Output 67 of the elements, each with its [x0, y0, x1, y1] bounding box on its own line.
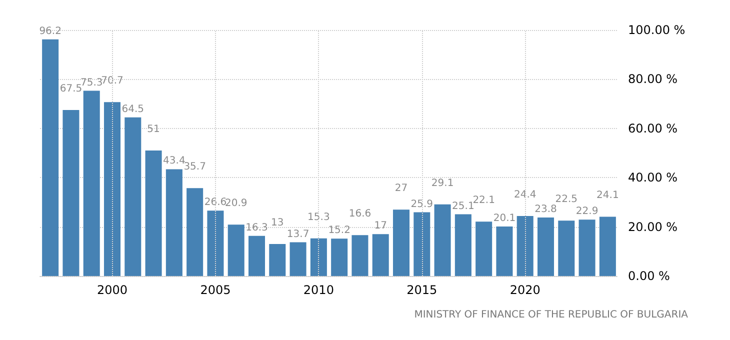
- bar: [496, 226, 513, 276]
- x-tick-label: 2010: [303, 283, 334, 297]
- bar: [228, 224, 244, 276]
- bar: [372, 234, 389, 276]
- data-label: 24.4: [514, 189, 536, 200]
- bar: [166, 169, 182, 276]
- bar: [124, 117, 142, 276]
- bar: [392, 210, 410, 276]
- bar: [207, 210, 224, 276]
- y-tick-label: 100.00 %: [628, 23, 686, 37]
- text: MINISTRY OF FINANCE OF THE REPUBLIC OF BULGARIA: [414, 310, 688, 320]
- bar: [599, 216, 616, 276]
- data-label: 51: [147, 124, 160, 136]
- bar: [145, 150, 162, 276]
- data-label: 13: [271, 218, 284, 229]
- x-tick-label: 2020: [510, 283, 540, 297]
- data-label: 64.5: [122, 104, 144, 115]
- data-label: 35.7: [184, 162, 206, 173]
- data-label: 24.1: [596, 190, 619, 202]
- bar: [42, 39, 59, 276]
- y-tick-label: 40.00 %: [628, 170, 678, 185]
- data-label: 22.5: [555, 194, 578, 206]
- data-label: 23.8: [534, 204, 557, 215]
- bar: [558, 220, 575, 276]
- bar: [331, 238, 348, 276]
- data-label: 22.1: [472, 195, 495, 206]
- data-label: 67.5: [60, 83, 82, 94]
- data-label: 25.1: [452, 200, 474, 212]
- bar: [434, 204, 451, 276]
- y-tick-label: 80.00 %: [628, 72, 678, 86]
- data-label: 15.2: [328, 225, 350, 236]
- x-tick-label: 2005: [200, 283, 231, 297]
- bar: [454, 214, 472, 276]
- y-tick-label: 0.00 %: [628, 269, 670, 283]
- data-label: 96.2: [39, 26, 62, 37]
- bar: [537, 217, 554, 276]
- data-label: 16.6: [348, 208, 372, 220]
- data-label: 13.7: [286, 228, 310, 240]
- y-tick-label: 60.00 %: [628, 121, 678, 136]
- bar: [290, 242, 306, 276]
- bar: [352, 235, 368, 276]
- bar: [104, 102, 121, 276]
- y-tick-label: 20.00 %: [628, 220, 678, 234]
- data-label: 27: [394, 183, 408, 194]
- data-label: 17: [374, 220, 387, 232]
- data-label: 25.9: [410, 198, 434, 210]
- data-label: 22.9: [576, 206, 598, 218]
- bar: [310, 238, 327, 276]
- data-label: 15.3: [308, 212, 330, 223]
- data-label: 75.3: [80, 77, 103, 88]
- data-label: 20.9: [224, 198, 248, 210]
- bar: [269, 244, 286, 276]
- bar: [516, 216, 534, 276]
- bar: [248, 236, 266, 276]
- bar: [62, 110, 80, 276]
- x-tick-label: 2015: [406, 283, 438, 297]
- x-tick-label: 2000: [96, 283, 128, 297]
- data-label: 29.1: [431, 178, 454, 189]
- bar: [414, 212, 430, 276]
- data-label: 43.4: [163, 156, 186, 167]
- data-label: 26.6: [204, 197, 227, 208]
- bar: [83, 90, 100, 276]
- data-label: 16.3: [246, 222, 268, 234]
- bar: [578, 220, 596, 276]
- bar: [476, 222, 492, 276]
- data-label: 20.1: [493, 213, 516, 224]
- bar: [186, 188, 204, 276]
